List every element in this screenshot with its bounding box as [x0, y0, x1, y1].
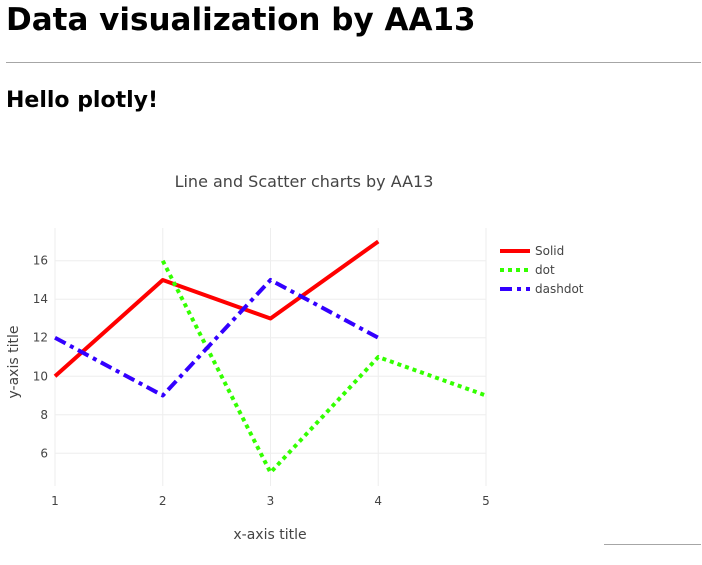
bottom-divider — [604, 544, 701, 545]
y-tick-label: 10 — [33, 369, 48, 383]
x-tick-label: 1 — [51, 494, 59, 508]
line-chart[interactable]: Line and Scatter charts by AA13 1 2 3 4 5681… — [0, 150, 702, 550]
x-axis-label: x-axis title — [233, 527, 306, 543]
page-subtitle: Hello plotly! — [6, 88, 159, 113]
legend-label[interactable]: Solid — [535, 244, 564, 258]
y-tick-label: 14 — [33, 292, 48, 306]
legend[interactable]: Solid dot dashdot — [500, 244, 584, 296]
series-lines[interactable] — [53, 239, 487, 475]
x-tick-label: 4 — [374, 494, 382, 508]
series-line-dot[interactable] — [160, 259, 487, 475]
x-tick-label: 5 — [482, 494, 490, 508]
legend-label[interactable]: dot — [535, 263, 555, 277]
x-tick-label: 3 — [267, 494, 275, 508]
legend-label[interactable]: dashdot — [535, 282, 584, 296]
y-tick-label: 12 — [33, 331, 48, 345]
chart-title: Line and Scatter charts by AA13 — [175, 172, 434, 191]
series-line-dashdot[interactable] — [54, 277, 380, 398]
grid — [54, 228, 487, 486]
y-tick-label: 8 — [40, 408, 48, 422]
y-tick-label: 16 — [33, 254, 48, 268]
divider — [6, 62, 701, 63]
y-tick-label: 6 — [40, 446, 48, 460]
x-tick-label: 2 — [159, 494, 167, 508]
y-axis-label: y-axis title — [6, 326, 22, 399]
series-line-solid[interactable] — [53, 239, 380, 378]
page-title: Data visualization by AA13 — [6, 2, 476, 38]
